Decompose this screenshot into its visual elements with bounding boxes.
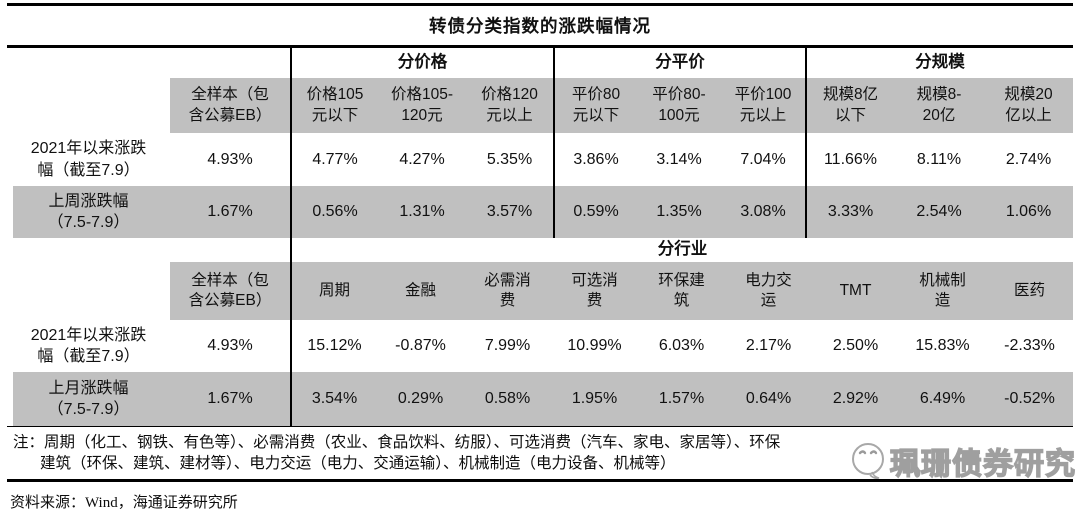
- cell-value: 5.35%: [486, 150, 533, 168]
- cell-value: 8.11%: [916, 150, 962, 168]
- column-header-row-industry: 全样本（包 含公募EB） 周期 金融 必需消 费 可选消 费 环保建 筑 电力交…: [7, 262, 1073, 320]
- col-header-scale-8-20: 规模8- 20亿: [894, 78, 984, 133]
- cell-value: 0.58%: [464, 372, 551, 426]
- col-header-full-sample: 全样本（包 含公募EB）: [170, 262, 290, 320]
- row-label-since-2021: 2021年以来涨跌 幅（截至7.9）: [30, 140, 147, 179]
- cell-value: 3.54%: [290, 372, 377, 426]
- cell-value: 1.67%: [170, 186, 290, 238]
- row-label-since-2021: 2021年以来涨跌 幅（截至7.9）: [30, 326, 147, 365]
- col-header-discretionary: 可选消 费: [551, 262, 638, 320]
- cell-value: 2.74%: [1005, 150, 1052, 168]
- cell-value: 15.12%: [290, 320, 377, 372]
- column-header-row: 全样本（包 含公募EB） 价格105 元以下 价格105- 120元 价格120…: [7, 78, 1073, 133]
- col-header-cyclical: 周期: [290, 262, 377, 320]
- cell-value: 7.04%: [740, 150, 786, 168]
- col-header-pharma: 医药: [986, 262, 1073, 320]
- spacer-cell: [7, 48, 290, 78]
- group-header-row-industry: 分行业: [7, 238, 1073, 262]
- cell-value: 3.86%: [553, 133, 637, 186]
- cell-value: 0.59%: [553, 186, 637, 238]
- col-header-parity-above-100: 平价100 元以上: [721, 78, 805, 133]
- cell-value: 4.27%: [399, 150, 445, 168]
- cell-value: 3.08%: [721, 186, 805, 238]
- spacer-cell: [7, 238, 290, 262]
- col-header-staples: 必需消 费: [464, 262, 551, 320]
- cell-value: 4.93%: [207, 150, 253, 168]
- col-header-parity-below-80: 平价80 元以下: [553, 78, 637, 133]
- col-header-parity-80-100: 平价80- 100元: [637, 78, 721, 133]
- cell-value: 2.54%: [894, 186, 984, 238]
- cell-value: 0.64%: [725, 372, 812, 426]
- cell-value: -0.87%: [395, 337, 446, 355]
- cell-value: 10.99%: [567, 337, 622, 355]
- cell-value: 3.14%: [656, 150, 702, 168]
- table-row: 上周涨跌幅 （7.5-7.9） 1.67% 0.56% 1.31% 3.57% …: [7, 186, 1073, 238]
- cell-value: 1.35%: [637, 186, 721, 238]
- cell-value: 6.03%: [658, 337, 705, 355]
- cell-value: 1.06%: [984, 186, 1073, 238]
- cell-value: -0.52%: [986, 372, 1073, 426]
- col-header-env-construction: 环保建 筑: [638, 262, 725, 320]
- cell-value: 2.50%: [832, 337, 879, 355]
- data-source: 资料来源：Wind，海通证券研究所: [10, 495, 238, 511]
- bottom-rule: [7, 479, 1073, 482]
- group-header-parity: 分平价: [553, 48, 805, 78]
- cell-value: 1.57%: [638, 372, 725, 426]
- table-row: 2021年以来涨跌 幅（截至7.9） 4.93% 15.12% -0.87% 7…: [7, 320, 1073, 372]
- cell-value: 0.29%: [377, 372, 464, 426]
- group-header-row: 分价格 分平价 分规模: [7, 48, 1073, 78]
- col-header-scale-above-20: 规模20 亿以上: [984, 78, 1073, 133]
- cell-value: 1.95%: [551, 372, 638, 426]
- cell-value: 3.33%: [805, 186, 894, 238]
- group-header-price: 分价格: [290, 48, 553, 78]
- col-header-scale-below-8: 规模8亿 以下: [805, 78, 894, 133]
- row-label-last-week: 上周涨跌幅 （7.5-7.9）: [7, 186, 170, 238]
- col-header-tmt: TMT: [812, 262, 899, 320]
- cell-value: 6.49%: [899, 372, 986, 426]
- table-classification-index: 分价格 分平价 分规模 全样本（包 含公募EB） 价格105 元以下 价格105…: [7, 48, 1073, 427]
- figure-title-bar: 转债分类指数的涨跌幅情况: [7, 3, 1073, 48]
- corner-cell: [7, 78, 170, 133]
- cell-value: -2.33%: [1004, 337, 1055, 355]
- col-header-machinery: 机械制 造: [899, 262, 986, 320]
- cell-value: 1.31%: [378, 186, 466, 238]
- cell-value: 15.83%: [915, 337, 970, 355]
- group-header-scale: 分规模: [805, 48, 1073, 78]
- cell-value: 2.92%: [812, 372, 899, 426]
- corner-cell: [7, 262, 170, 320]
- footnote: 注：周期（化工、钢铁、有色等）、必需消费（农业、食品饮料、纺服）、可选消费（汽车…: [13, 434, 781, 472]
- cell-value: 3.57%: [466, 186, 553, 238]
- cell-value: 11.66%: [805, 133, 894, 186]
- col-header-full-sample: 全样本（包 含公募EB）: [170, 78, 290, 133]
- cell-value: 1.67%: [170, 372, 290, 426]
- cell-value: 7.99%: [484, 337, 531, 355]
- table-row: 上月涨跌幅 （7.5-7.9） 1.67% 3.54% 0.29% 0.58% …: [7, 372, 1073, 427]
- figure-title: 转债分类指数的涨跌幅情况: [429, 16, 651, 36]
- table-row: 2021年以来涨跌 幅（截至7.9） 4.93% 4.77% 4.27% 5.3…: [7, 133, 1073, 186]
- cell-value: 4.93%: [207, 337, 253, 355]
- group-header-industry: 分行业: [290, 238, 1073, 262]
- cell-value: 4.77%: [290, 133, 378, 186]
- row-label-last-month: 上月涨跌幅 （7.5-7.9）: [7, 372, 170, 426]
- col-header-price-above-120: 价格120 元以上: [466, 78, 553, 133]
- col-header-financial: 金融: [377, 262, 464, 320]
- cell-value: 2.17%: [745, 337, 792, 355]
- cell-value: 0.56%: [290, 186, 378, 238]
- col-header-price-105-120: 价格105- 120元: [378, 78, 466, 133]
- col-header-price-below-105: 价格105 元以下: [290, 78, 378, 133]
- col-header-power-transport: 电力交 运: [725, 262, 812, 320]
